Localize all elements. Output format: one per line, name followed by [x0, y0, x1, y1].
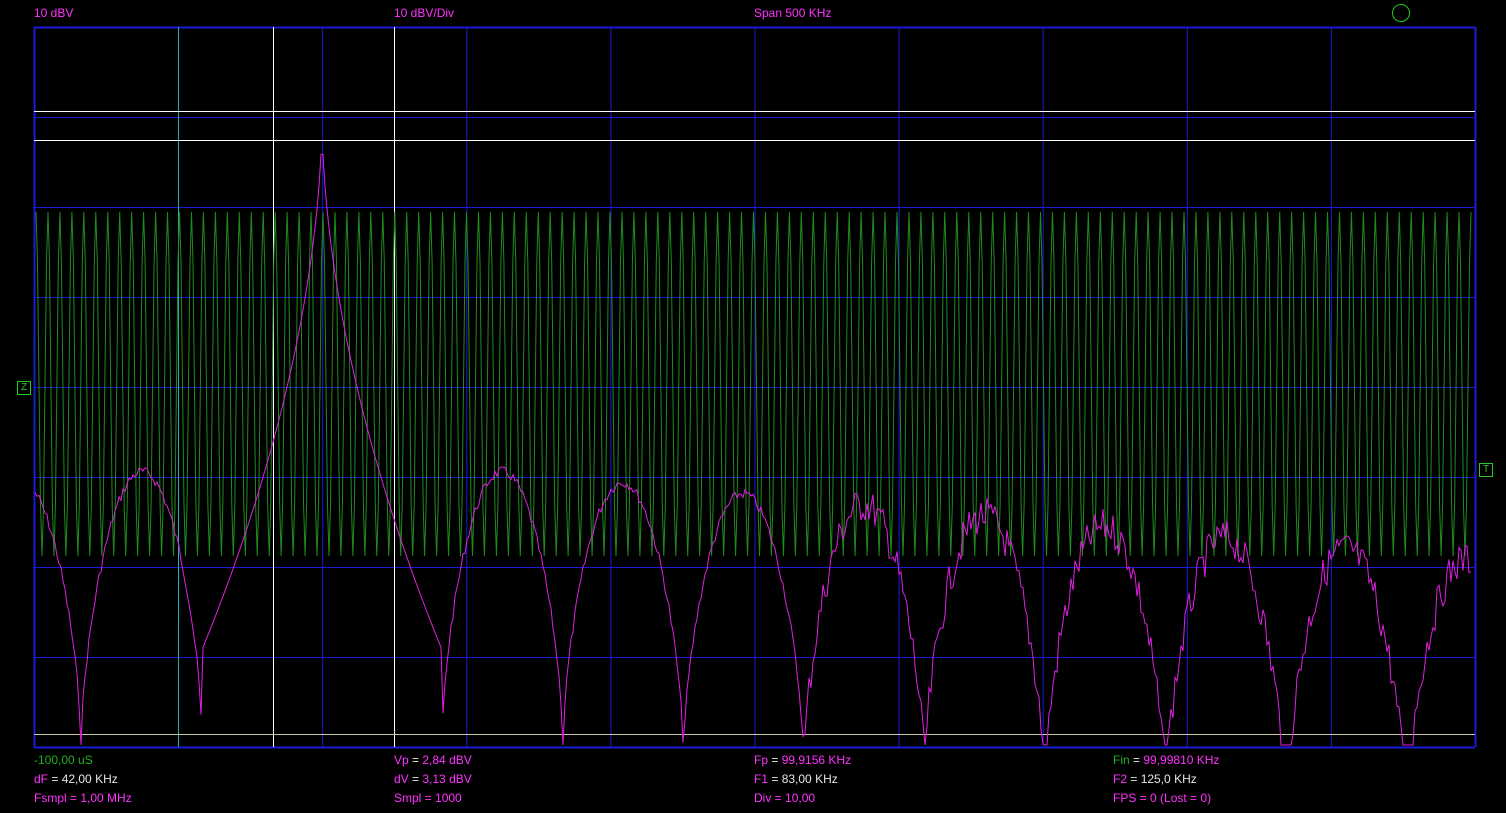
status-circle-icon[interactable]	[1392, 4, 1410, 22]
df-readout: dF = 42,00 KHz	[34, 772, 118, 786]
time-domain-trace	[35, 211, 1472, 557]
scope-grid	[33, 26, 1477, 749]
smpl-readout: Smpl = 1000	[394, 791, 462, 805]
spectrum-trace	[34, 153, 1472, 746]
time-offset-readout: -100,00 uS	[34, 753, 93, 767]
fsmpl-readout: Fsmpl = 1,00 MHz	[34, 791, 132, 805]
channel-marker-icon[interactable]: Z	[17, 381, 31, 395]
fin-readout: Fin = 99,99810 KHz	[1113, 753, 1220, 767]
reference-level: 10 dBV	[34, 6, 74, 20]
dv-readout: dV = 3,13 dBV	[394, 772, 472, 786]
cursor-lines	[34, 27, 1475, 747]
fp-readout: Fp = 99,9156 KHz	[754, 753, 852, 767]
trigger-marker-icon[interactable]: T	[1479, 463, 1493, 477]
fps-readout: FPS = 0 (Lost = 0)	[1113, 791, 1212, 805]
vp-readout: Vp = 2,84 dBV	[394, 753, 472, 767]
vertical-scale: 10 dBV/Div	[394, 6, 455, 20]
f2-readout: F2 = 125,0 KHz	[1113, 772, 1197, 786]
div-readout: Div = 10,00	[754, 791, 816, 805]
f1-readout: F1 = 83,00 KHz	[754, 772, 838, 786]
frequency-span: Span 500 KHz	[754, 6, 832, 20]
